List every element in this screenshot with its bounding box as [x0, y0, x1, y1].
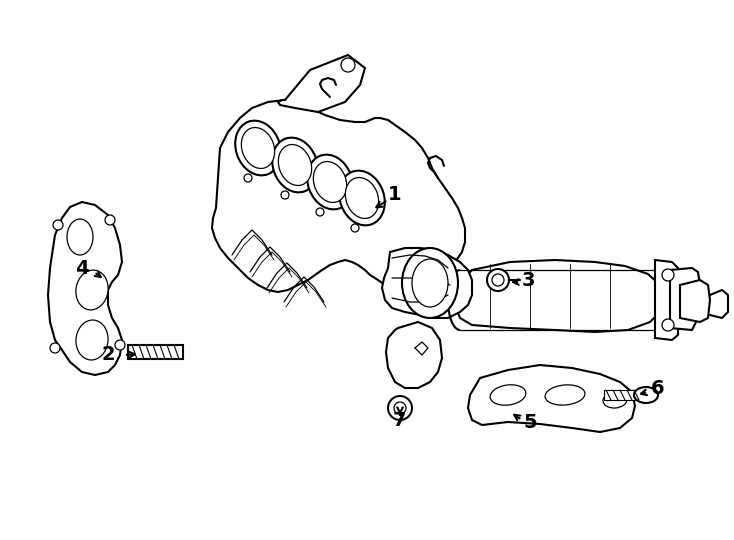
- Text: 2: 2: [101, 346, 115, 365]
- Ellipse shape: [76, 270, 108, 310]
- Ellipse shape: [412, 259, 448, 307]
- Ellipse shape: [545, 385, 585, 405]
- Text: 7: 7: [393, 410, 407, 429]
- Polygon shape: [655, 260, 678, 340]
- Polygon shape: [680, 280, 710, 322]
- Polygon shape: [278, 55, 365, 112]
- Circle shape: [662, 269, 674, 281]
- Polygon shape: [604, 390, 638, 400]
- Polygon shape: [382, 248, 472, 318]
- Circle shape: [351, 224, 359, 232]
- Circle shape: [53, 220, 63, 230]
- Circle shape: [316, 208, 324, 216]
- Polygon shape: [212, 100, 465, 292]
- Polygon shape: [670, 268, 700, 330]
- Ellipse shape: [345, 178, 379, 219]
- Circle shape: [341, 58, 355, 72]
- Ellipse shape: [308, 154, 353, 210]
- Ellipse shape: [278, 145, 312, 185]
- Ellipse shape: [241, 127, 275, 168]
- Circle shape: [115, 340, 125, 350]
- Ellipse shape: [634, 387, 658, 403]
- Polygon shape: [454, 260, 662, 332]
- Ellipse shape: [76, 320, 108, 360]
- Circle shape: [388, 396, 412, 420]
- Circle shape: [105, 215, 115, 225]
- Circle shape: [487, 269, 509, 291]
- Circle shape: [394, 402, 406, 414]
- Ellipse shape: [339, 171, 385, 225]
- Polygon shape: [48, 202, 122, 375]
- Ellipse shape: [272, 138, 318, 192]
- Circle shape: [662, 319, 674, 331]
- Text: 3: 3: [521, 271, 535, 289]
- Polygon shape: [128, 345, 183, 359]
- Polygon shape: [386, 322, 442, 388]
- Circle shape: [244, 174, 252, 182]
- Ellipse shape: [67, 219, 93, 255]
- Text: 6: 6: [651, 379, 665, 397]
- Polygon shape: [468, 365, 635, 432]
- Ellipse shape: [490, 385, 526, 405]
- Circle shape: [50, 343, 60, 353]
- Text: 1: 1: [388, 186, 401, 205]
- Ellipse shape: [402, 248, 458, 318]
- Text: 5: 5: [523, 413, 537, 431]
- Ellipse shape: [313, 161, 346, 202]
- Text: 4: 4: [75, 259, 89, 278]
- Ellipse shape: [603, 392, 627, 408]
- Circle shape: [281, 191, 289, 199]
- Circle shape: [492, 274, 504, 286]
- Ellipse shape: [235, 120, 281, 176]
